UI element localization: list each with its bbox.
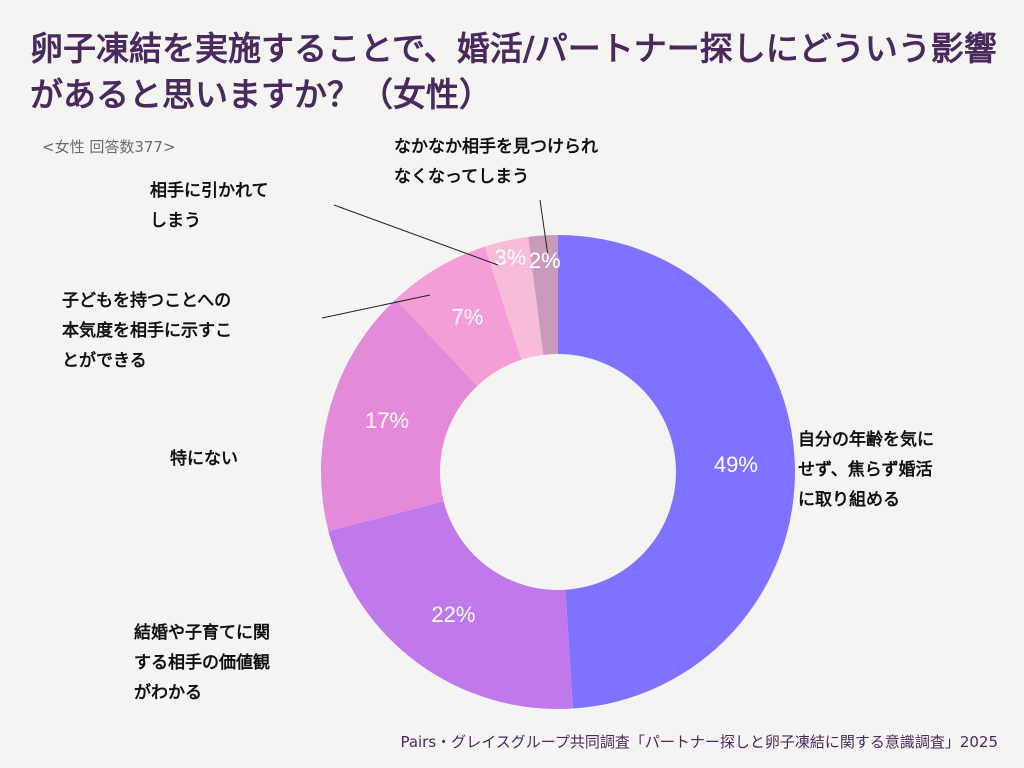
label-line: なかなか相手を見つけられ	[394, 137, 598, 157]
slice-value-4: 3%	[495, 245, 527, 270]
slice-value-3: 7%	[451, 305, 483, 330]
label-line: がわかる	[134, 683, 202, 703]
label-line: 本気度を相手に示すこ	[62, 321, 232, 341]
slice-5	[528, 235, 558, 355]
source-note: Pairs・グレイスグループ共同調査「パートナー探しと卵子凍結に関する意識調査」…	[400, 733, 998, 751]
slice-label-4: 相手に引かれて しまう	[150, 176, 269, 236]
chart-title: 卵子凍結を実施することで、婚活/パートナー探しにどういう影響があると思いますか？…	[30, 29, 997, 114]
slice-label-5: なかなか相手を見つけられ なくなってしまう	[394, 132, 598, 192]
slice-label-3: 子どもを持つことへの 本気度を相手に示すこ とができる	[62, 286, 232, 376]
label-line: とができる	[62, 351, 147, 371]
label-line: 自分の年齢を気に	[798, 430, 934, 450]
slice-value-2: 17%	[365, 408, 409, 433]
slice-value-1: 22%	[431, 602, 475, 627]
slice-label-0: 自分の年齢を気に せず、焦らず婚活 に取り組める	[798, 425, 934, 515]
slice-value-5: 2%	[529, 248, 561, 273]
label-line: 結婚や子育てに関	[134, 623, 270, 643]
leader-line-0	[321, 294, 431, 319]
leader-line-2	[539, 199, 549, 257]
leader-line-1	[333, 204, 499, 266]
label-line: せず、焦らず婚活	[798, 460, 933, 480]
slice-3	[395, 246, 522, 386]
slice-0	[558, 235, 795, 709]
label-line: 子どもを持つことへの	[62, 291, 232, 311]
chart-subtitle: <女性 回答数377>	[42, 138, 176, 156]
label-line: に取り組める	[798, 490, 900, 510]
slice-label-1: 結婚や子育てに関 する相手の価値観 がわかる	[134, 618, 270, 708]
label-line: 特にない	[170, 449, 238, 469]
slice-value-0: 49%	[714, 452, 758, 477]
slice-1	[328, 501, 573, 709]
slice-2	[320, 299, 478, 531]
label-line: しまう	[150, 211, 201, 231]
slice-4	[484, 236, 544, 360]
label-line: 相手に引かれて	[150, 181, 269, 201]
label-line: する相手の価値観	[134, 653, 270, 673]
slice-label-2: 特にない	[170, 444, 238, 474]
label-line: なくなってしまう	[394, 167, 530, 187]
